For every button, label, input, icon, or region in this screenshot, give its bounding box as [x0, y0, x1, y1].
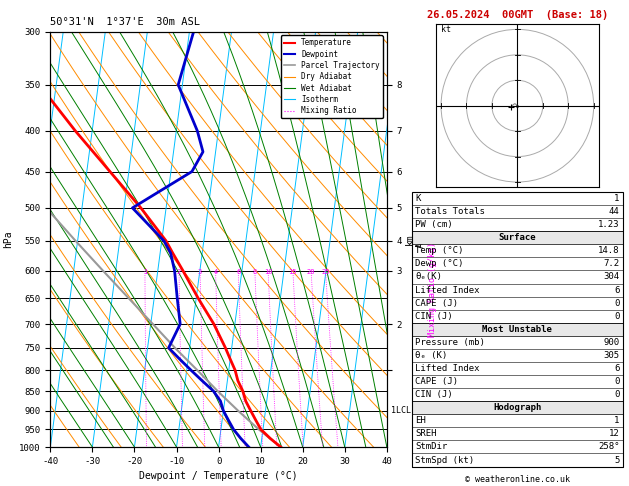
Text: 20: 20 — [307, 269, 315, 275]
Text: CAPE (J): CAPE (J) — [415, 377, 458, 386]
Text: Totals Totals: Totals Totals — [415, 207, 485, 216]
Text: 25: 25 — [321, 269, 330, 275]
Text: Most Unstable: Most Unstable — [482, 325, 552, 334]
Text: 0: 0 — [614, 390, 620, 399]
Text: 5: 5 — [614, 455, 620, 465]
Text: 2: 2 — [177, 269, 181, 275]
X-axis label: Dewpoint / Temperature (°C): Dewpoint / Temperature (°C) — [139, 471, 298, 482]
Text: θₑ (K): θₑ (K) — [415, 351, 447, 360]
Legend: Temperature, Dewpoint, Parcel Trajectory, Dry Adiabat, Wet Adiabat, Isotherm, Mi: Temperature, Dewpoint, Parcel Trajectory… — [281, 35, 383, 118]
Text: Dewp (°C): Dewp (°C) — [415, 260, 464, 268]
Text: 900: 900 — [603, 338, 620, 347]
Text: 26.05.2024  00GMT  (Base: 18): 26.05.2024 00GMT (Base: 18) — [426, 10, 608, 20]
Text: 7.2: 7.2 — [603, 260, 620, 268]
Text: 1LCL: 1LCL — [391, 406, 411, 415]
Text: 50°31'N  1°37'E  30m ASL: 50°31'N 1°37'E 30m ASL — [50, 17, 200, 27]
Text: 1.23: 1.23 — [598, 220, 620, 229]
Y-axis label: hPa: hPa — [4, 230, 14, 248]
Text: EH: EH — [415, 417, 426, 425]
Text: 6: 6 — [236, 269, 240, 275]
Text: StmDir: StmDir — [415, 442, 447, 451]
Text: 1: 1 — [143, 269, 147, 275]
Text: 305: 305 — [603, 351, 620, 360]
Text: Lifted Index: Lifted Index — [415, 286, 480, 295]
Text: 0: 0 — [614, 312, 620, 321]
Text: 304: 304 — [603, 273, 620, 281]
Text: 12: 12 — [609, 429, 620, 438]
Text: 6: 6 — [614, 286, 620, 295]
Text: SREH: SREH — [415, 429, 437, 438]
Y-axis label: km
ASL: km ASL — [404, 230, 426, 248]
Text: kt: kt — [441, 25, 451, 34]
Text: CAPE (J): CAPE (J) — [415, 298, 458, 308]
Text: 10: 10 — [264, 269, 272, 275]
Text: CIN (J): CIN (J) — [415, 312, 453, 321]
Text: 8: 8 — [253, 269, 257, 275]
Text: StmSpd (kt): StmSpd (kt) — [415, 455, 474, 465]
Text: 6: 6 — [614, 364, 620, 373]
Text: 3: 3 — [198, 269, 202, 275]
Text: Surface: Surface — [499, 233, 536, 242]
Text: K: K — [415, 194, 421, 203]
Text: Hodograph: Hodograph — [493, 403, 542, 412]
Text: θₑ(K): θₑ(K) — [415, 273, 442, 281]
Text: CIN (J): CIN (J) — [415, 390, 453, 399]
Text: Mixing Ratio (g/kg): Mixing Ratio (g/kg) — [428, 242, 437, 337]
Text: 0: 0 — [614, 298, 620, 308]
Text: 258°: 258° — [598, 442, 620, 451]
Text: 1: 1 — [614, 194, 620, 203]
Text: Lifted Index: Lifted Index — [415, 364, 480, 373]
Text: 0: 0 — [614, 377, 620, 386]
Text: 44: 44 — [609, 207, 620, 216]
Text: Temp (°C): Temp (°C) — [415, 246, 464, 255]
Text: 1: 1 — [614, 417, 620, 425]
Text: PW (cm): PW (cm) — [415, 220, 453, 229]
Text: Pressure (mb): Pressure (mb) — [415, 338, 485, 347]
Text: 14.8: 14.8 — [598, 246, 620, 255]
Text: 4: 4 — [213, 269, 218, 275]
Text: © weatheronline.co.uk: © weatheronline.co.uk — [465, 474, 570, 484]
Text: 15: 15 — [289, 269, 297, 275]
